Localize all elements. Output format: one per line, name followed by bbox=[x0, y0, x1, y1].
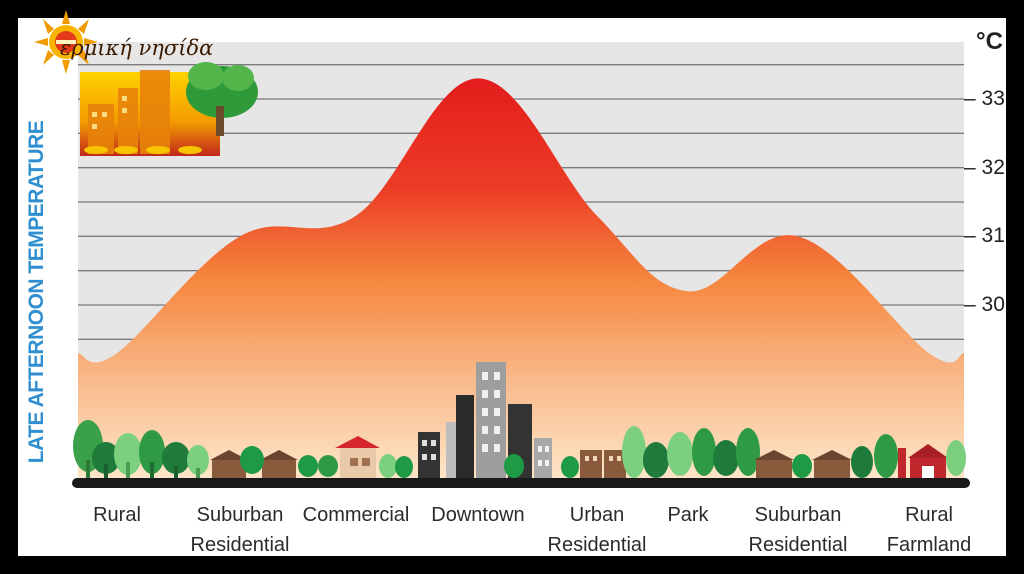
shop-icon bbox=[335, 436, 413, 480]
temperature-area bbox=[78, 78, 964, 481]
ground-line bbox=[72, 478, 970, 488]
y-tick-label: – 33 bbox=[964, 87, 1005, 110]
x-category-label: Rural Farmland bbox=[886, 504, 972, 556]
barn-icon bbox=[898, 440, 966, 480]
unit-label: °C bbox=[976, 28, 1003, 55]
sun-thermo-icon bbox=[34, 10, 98, 74]
logo-title: ερμική νησίδα bbox=[60, 36, 214, 60]
y-axis-label: LATE AFTERNOON TEMPERATURE bbox=[25, 120, 48, 464]
y-tick-label: – 31 bbox=[964, 224, 1005, 248]
apartment-icon bbox=[561, 450, 626, 480]
house-icon bbox=[754, 434, 898, 480]
x-category-label: Suburban Residential bbox=[190, 504, 290, 556]
landscape-illustration bbox=[72, 362, 970, 488]
x-category-label: Urban Residential bbox=[547, 504, 647, 556]
skyscraper-icon bbox=[418, 362, 552, 480]
tree-icon bbox=[73, 420, 209, 482]
park-trees-icon bbox=[622, 426, 760, 478]
x-category-label: Park bbox=[667, 504, 709, 526]
tree-icon bbox=[186, 62, 258, 136]
house-icon bbox=[210, 446, 338, 480]
x-category-label: Rural bbox=[93, 504, 141, 526]
x-category-label: Downtown bbox=[431, 504, 525, 526]
y-tick-label: – 30 bbox=[964, 293, 1005, 316]
y-tick-label: – 32 bbox=[964, 155, 1005, 179]
car-icon bbox=[84, 146, 202, 154]
x-category-label: Suburban Residential bbox=[748, 504, 848, 556]
x-category-label: Commercial bbox=[302, 504, 410, 526]
logo-illustration bbox=[34, 10, 258, 156]
